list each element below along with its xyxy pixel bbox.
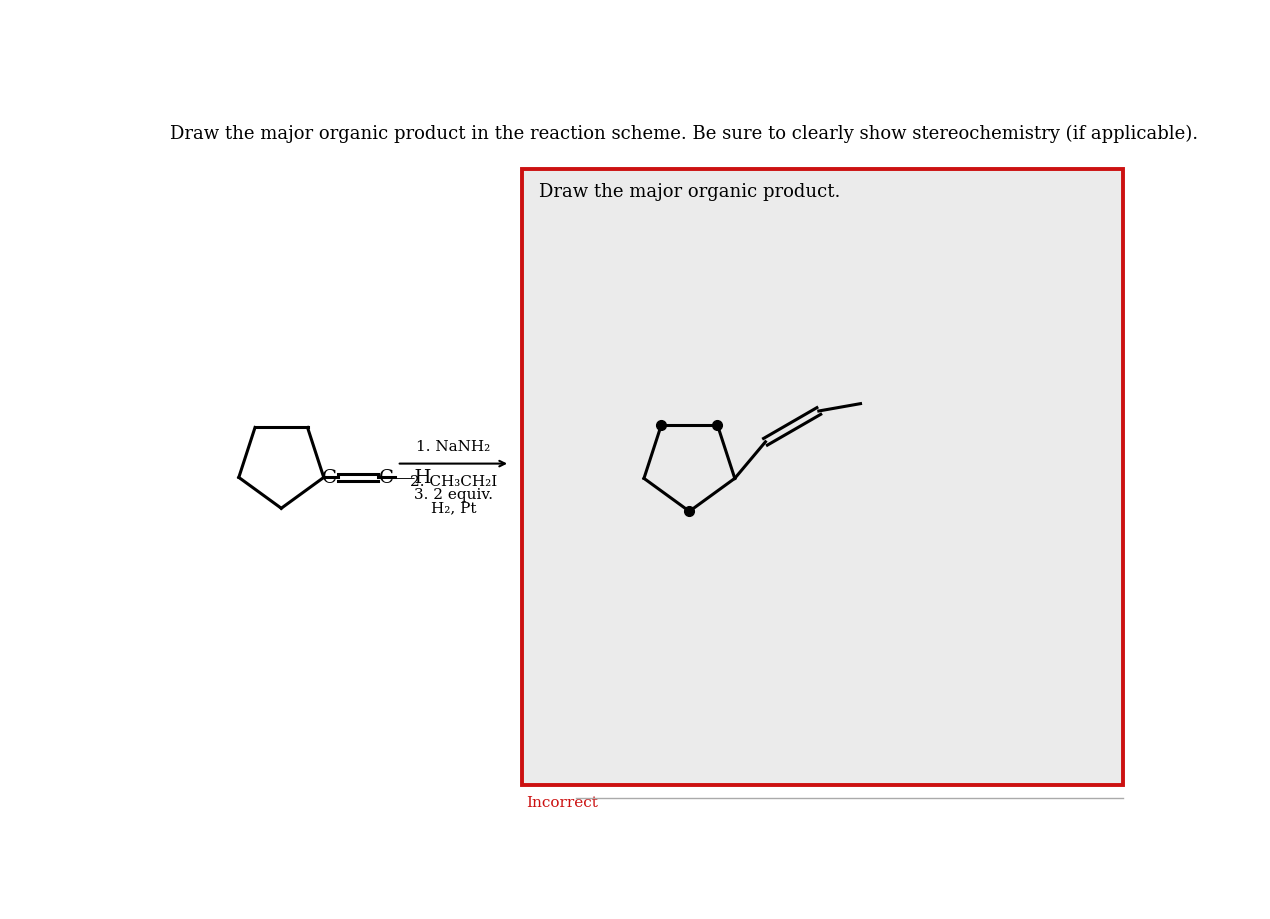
Text: 2. CH₃CH₂I: 2. CH₃CH₂I (410, 475, 497, 489)
Text: 3. 2 equiv.: 3. 2 equiv. (414, 488, 493, 502)
Text: C: C (378, 469, 394, 487)
Text: C: C (323, 469, 337, 487)
Text: —H: —H (395, 469, 432, 487)
Text: 1. NaNH₂: 1. NaNH₂ (417, 439, 490, 453)
Text: Draw the major organic product in the reaction scheme. Be sure to clearly show s: Draw the major organic product in the re… (170, 124, 1198, 142)
Bar (522, 170, 1123, 786)
Text: Incorrect: Incorrect (526, 795, 598, 809)
Bar (536, 209, 1109, 772)
Text: Draw the major organic product.: Draw the major organic product. (540, 183, 841, 200)
Text: H₂, Pt: H₂, Pt (431, 501, 476, 515)
